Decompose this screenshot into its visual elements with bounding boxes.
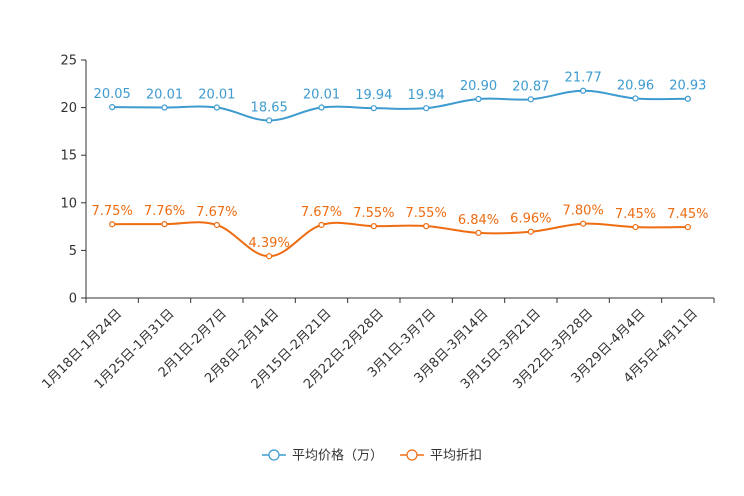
legend-marker-circle (406, 449, 418, 461)
data-label: 21.77 (565, 71, 602, 86)
data-label: 6.96% (510, 212, 551, 227)
data-label: 20.01 (303, 88, 340, 103)
data-point[interactable] (370, 223, 377, 230)
data-label: 7.67% (196, 205, 237, 220)
y-tick-label: 0 (69, 292, 77, 307)
data-point[interactable] (580, 87, 587, 94)
data-point[interactable] (423, 223, 430, 230)
data-point[interactable] (684, 95, 691, 102)
data-point[interactable] (527, 96, 534, 103)
data-label: 20.90 (460, 79, 497, 94)
data-label: 7.55% (406, 206, 447, 221)
legend[interactable]: 平均价格（万） 平均折扣 (262, 448, 482, 464)
series-line-1 (112, 221, 688, 258)
data-label: 20.93 (669, 79, 706, 94)
data-label: 7.75% (92, 204, 133, 219)
data-point[interactable] (266, 117, 273, 124)
data-point[interactable] (318, 104, 325, 111)
data-label: 18.65 (251, 100, 288, 115)
series-line-0 (112, 89, 688, 122)
data-label: 19.94 (408, 88, 445, 103)
data-label: 7.80% (563, 204, 604, 219)
data-point[interactable] (684, 223, 691, 231)
data-label: 20.96 (617, 78, 654, 93)
data-label: 7.45% (615, 207, 656, 222)
data-label: 6.84% (458, 213, 499, 228)
y-tick-label: 25 (60, 54, 77, 69)
data-point[interactable] (370, 105, 377, 112)
data-point[interactable] (475, 229, 482, 236)
data-label: 20.01 (146, 88, 183, 103)
data-label: 4.39% (249, 236, 290, 251)
data-label: 19.94 (355, 88, 392, 103)
data-point[interactable] (632, 223, 639, 231)
legend-item-1[interactable]: 平均折扣 (400, 449, 482, 464)
data-point[interactable] (580, 220, 587, 227)
data-label: 20.01 (198, 88, 235, 103)
y-tick-label: 15 (60, 149, 77, 164)
data-point[interactable] (475, 95, 482, 103)
data-point[interactable] (213, 104, 220, 111)
legend-label: 平均折扣 (430, 449, 482, 464)
data-point[interactable] (161, 221, 168, 228)
series-layer (109, 87, 691, 260)
data-point[interactable] (266, 253, 273, 260)
legend-label: 平均价格（万） (292, 448, 383, 464)
data-point[interactable] (109, 221, 116, 228)
data-point[interactable] (109, 104, 116, 111)
data-point[interactable] (527, 228, 534, 235)
y-tick-label: 10 (60, 196, 77, 211)
data-label: 20.05 (94, 87, 131, 102)
legend-marker-circle (268, 449, 280, 461)
data-label: 20.87 (512, 79, 549, 94)
data-label: 7.67% (301, 205, 342, 220)
chart-axes: 05101520251月18日-1月24日1月25日-1月31日2月1日-2月7… (39, 54, 715, 392)
data-point[interactable] (423, 105, 430, 112)
data-label: 7.45% (667, 207, 708, 222)
data-label: 7.55% (353, 206, 394, 221)
data-point[interactable] (632, 95, 639, 102)
data-labels-layer: 20.05 20.01 20.01 18.65 20.01 19.94 19.94 20.90… (92, 71, 709, 251)
data-point[interactable] (213, 221, 220, 229)
data-label: 7.76% (144, 204, 185, 219)
legend-item-0[interactable]: 平均价格（万） (262, 448, 383, 464)
data-point[interactable] (161, 104, 168, 111)
y-tick-label: 5 (69, 244, 77, 259)
data-point[interactable] (318, 221, 325, 229)
y-tick-label: 20 (60, 101, 77, 116)
